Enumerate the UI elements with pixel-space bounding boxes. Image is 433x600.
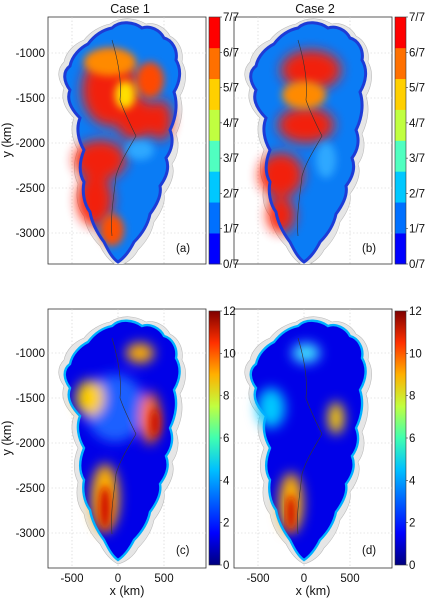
y-tick-label: -1000 (16, 348, 45, 360)
panel-c: (c) (47, 308, 207, 569)
colorbar-bottom-c: 12 10 8 6 4 2 0 (208, 306, 236, 572)
colorbar-tick-label: 2/7 (409, 188, 425, 200)
colorbar-band (395, 233, 406, 265)
colorbar-band (395, 17, 406, 49)
panel-a-label: (a) (176, 243, 190, 255)
y-tick-label: -2500 (16, 183, 45, 195)
colorbar-tick-label: 0 (409, 560, 415, 572)
colorbar-tick-label: 1/7 (409, 224, 425, 236)
x-axis-label-left: x (km) (110, 584, 145, 598)
colorbar-tick-label: 12 (409, 306, 422, 318)
colorbar-tick-label: 0/7 (409, 259, 425, 271)
colorbar-tick-label: 2/7 (223, 188, 239, 200)
panel-d: (d) (233, 308, 393, 569)
panel-b: (b) (233, 16, 393, 265)
colorbar-band (209, 17, 220, 49)
panel-a: (a) (47, 16, 207, 265)
colorbar-tick-label: 6/7 (409, 47, 425, 59)
colorbar-band (209, 78, 220, 110)
colorbar-tick-label: 4/7 (223, 118, 239, 130)
colorbar-band (209, 47, 220, 80)
colorbar-tick-label: 0/7 (223, 259, 239, 271)
colorbar-tick-label: 8 (409, 391, 415, 403)
panel-c-label: (c) (176, 545, 190, 557)
colorbar-band (209, 109, 220, 141)
colorbar-band (209, 202, 220, 234)
colorbar-band (395, 109, 406, 141)
colorbar-top-a: 7/7 6/7 5/7 4/7 3/7 2/7 1/7 0/7 (208, 12, 239, 271)
x-tick-label: 500 (154, 573, 173, 585)
y-tick-label: -1500 (16, 393, 45, 405)
colorbar-tick-label: 4 (223, 475, 230, 487)
colorbar-tick-label: 12 (223, 306, 236, 318)
colorbar-tick-label: 2 (223, 518, 229, 530)
y-tick-labels-bottom: -1000 -1500 -2000 -2500 -3000 (16, 348, 45, 540)
colorbar-tick-label: 2 (409, 518, 415, 530)
panel-b-title: Case 2 (295, 2, 335, 16)
colorbar-tick-label: 7/7 (409, 12, 425, 24)
colorbar-tick-label: 7/7 (223, 12, 239, 24)
y-axis-label-top: y (km) (0, 123, 14, 158)
y-axis-label-bottom: y (km) (0, 421, 14, 456)
colorbar-tick-label: 1/7 (223, 224, 239, 236)
colorbar-tick-label: 4 (409, 475, 416, 487)
y-tick-label: -2000 (16, 138, 45, 150)
panel-c-map (58, 316, 186, 565)
colorbar-band (209, 140, 220, 172)
panel-d-map (244, 316, 372, 565)
colorbar-band (395, 140, 406, 172)
x-tick-label: -500 (60, 573, 83, 585)
panel-a-title: Case 1 (110, 2, 150, 16)
colorbar-band (395, 47, 406, 80)
colorbar-tick-label: 6 (223, 433, 229, 445)
x-tick-label: 500 (340, 573, 359, 585)
colorbar-tick-label: 3/7 (409, 153, 425, 165)
colorbar-tick-label: 5/7 (409, 83, 425, 95)
y-tick-label: -2500 (16, 483, 45, 495)
colorbar-tick-label: 0 (223, 560, 229, 572)
colorbar-top-b: 7/7 6/7 5/7 4/7 3/7 2/7 1/7 0/7 (394, 12, 425, 271)
panel-b-label: (b) (362, 243, 376, 255)
y-tick-label: -2000 (16, 438, 45, 450)
panel-d-label: (d) (362, 545, 376, 557)
colorbar-tick-label: 6/7 (223, 47, 239, 59)
colorbar-bottom-d: 12 10 8 6 4 2 0 (394, 306, 422, 572)
y-tick-label: -1500 (16, 93, 45, 105)
colorbar-band (395, 78, 406, 110)
colorbar-tick-label: 3/7 (223, 153, 239, 165)
panel-a-map (58, 18, 186, 264)
y-tick-label: -3000 (16, 528, 45, 540)
colorbar-band (395, 171, 406, 203)
x-axis-label-right: x (km) (296, 584, 331, 598)
x-tick-label: 0 (115, 573, 121, 585)
y-tick-label: -3000 (16, 228, 45, 240)
colorbar-tick-label: 8 (223, 391, 229, 403)
colorbar-tick-label: 10 (223, 348, 236, 360)
panel-b-map (244, 18, 372, 264)
colorbar-tick-label: 10 (409, 348, 422, 360)
x-tick-label: 0 (301, 573, 307, 585)
colorbar-band (395, 202, 406, 234)
colorbar-tick-label: 4/7 (409, 118, 425, 130)
y-tick-label: -1000 (16, 48, 45, 60)
colorbar-band (209, 171, 220, 203)
colorbar-tick-label: 5/7 (223, 83, 239, 95)
colorbar-band (209, 233, 220, 265)
x-tick-labels: -500 0 500 -500 0 500 (60, 573, 359, 585)
y-tick-labels-top: -1000 -1500 -2000 -2500 -3000 (16, 48, 45, 240)
colorbar-tick-label: 6 (409, 433, 415, 445)
x-tick-label: -500 (246, 573, 269, 585)
